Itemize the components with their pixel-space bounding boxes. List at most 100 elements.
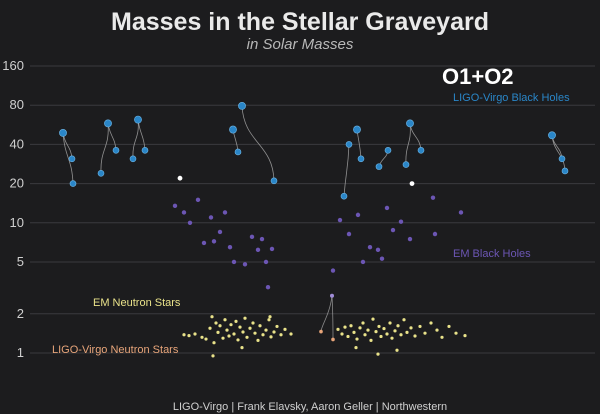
em-neutron-star-point	[211, 354, 215, 358]
em-black-hole-point	[384, 205, 390, 211]
merger-line	[132, 119, 139, 159]
em-neutron-star-point	[349, 324, 353, 328]
em-neutron-star-point	[447, 324, 451, 329]
em-black-hole-point	[242, 262, 248, 267]
em-black-hole-point	[355, 212, 361, 218]
em-neutron-star-point	[245, 335, 249, 339]
ligo-black-hole-point	[112, 147, 120, 154]
em-neutron-star-point	[354, 346, 358, 350]
em-neutron-star-point	[229, 323, 233, 327]
em-black-hole-point	[407, 236, 413, 242]
em-neutron-star-point	[388, 321, 392, 325]
em-neutron-star-point	[395, 348, 399, 352]
ligo-black-hole-point	[270, 177, 278, 185]
em-black-hole-point	[398, 219, 404, 224]
ligo-black-hole-point	[68, 155, 76, 163]
em-black-hole-point	[458, 210, 464, 215]
legend-ligo-neutron-stars: LIGO-Virgo Neutron Stars	[52, 344, 179, 356]
em-black-hole-point	[432, 231, 438, 237]
legend-em-black-holes: EM Black Holes	[453, 248, 531, 260]
em-neutron-star-point	[240, 346, 244, 350]
em-neutron-star-point	[268, 315, 272, 319]
ligo-black-hole-point	[129, 155, 137, 163]
em-neutron-star-point	[369, 338, 373, 342]
em-black-hole-point	[390, 227, 396, 233]
em-black-hole-point	[269, 246, 275, 252]
em-neutron-star-point	[402, 318, 406, 322]
ligo-black-hole-point	[417, 147, 425, 154]
em-neutron-star-point	[346, 334, 350, 339]
em-neutron-star-point	[221, 336, 225, 340]
em-black-hole-point	[211, 239, 217, 244]
em-neutron-star-point	[223, 318, 227, 322]
em-neutron-star-point	[371, 317, 375, 321]
em-black-hole-point	[379, 256, 385, 261]
em-neutron-star-point	[440, 335, 444, 339]
em-black-hole-point	[259, 236, 265, 242]
em-neutron-star-point	[396, 324, 400, 328]
credit-line: LIGO-Virgo | Frank Elavsky, Aaron Geller…	[173, 401, 447, 413]
em-black-hole-point	[249, 234, 255, 240]
em-black-hole-point	[181, 210, 187, 215]
em-black-hole-point	[263, 259, 269, 265]
em-neutron-star-point	[225, 328, 229, 332]
em-black-hole-point	[195, 197, 201, 203]
merger-line	[405, 123, 411, 165]
y-tick-label: 1	[17, 345, 24, 360]
y-tick-label: 80	[10, 97, 24, 112]
merger-line	[409, 123, 422, 151]
em-black-hole-point	[217, 229, 223, 235]
merger-line	[241, 105, 275, 181]
ligo-black-hole-point	[69, 180, 77, 187]
em-black-hole-point	[346, 231, 352, 237]
em-black-hole-point	[337, 217, 343, 223]
ns-merger-remnant-point	[330, 293, 334, 298]
em-black-hole-point	[255, 247, 261, 253]
em-neutron-star-point	[227, 334, 231, 338]
merger-line	[137, 119, 146, 151]
em-neutron-star-point	[366, 328, 370, 332]
em-black-hole-point	[265, 285, 271, 290]
em-neutron-star-point	[200, 335, 204, 339]
em-neutron-star-point	[358, 326, 362, 330]
em-neutron-star-point	[289, 332, 293, 336]
em-neutron-star-point	[390, 336, 394, 340]
em-neutron-star-point	[435, 328, 439, 332]
ligo-black-hole-point	[229, 125, 237, 134]
y-tick-label: 10	[10, 215, 24, 230]
merger-line	[551, 135, 566, 171]
y-tick-label: 20	[10, 176, 24, 191]
em-neutron-star-point	[238, 325, 242, 329]
em-neutron-star-point	[182, 333, 186, 337]
em-neutron-star-point	[463, 334, 467, 338]
em-neutron-star-point	[413, 334, 417, 338]
em-neutron-star-point	[352, 330, 356, 334]
em-neutron-star-point	[279, 333, 283, 337]
ligo-black-hole-point	[353, 125, 361, 134]
data-points	[59, 102, 569, 358]
em-neutron-star-point	[193, 332, 197, 336]
merger-line	[107, 123, 117, 151]
ns-merger-line	[331, 295, 334, 340]
y-tick-label: 2	[17, 306, 24, 321]
ligo-black-hole-point	[238, 102, 246, 110]
ligo-black-hole-point	[97, 169, 105, 177]
em-neutron-star-point	[218, 324, 222, 328]
white-remnant-point	[409, 181, 415, 186]
em-neutron-star-point	[379, 334, 383, 339]
merger-line	[343, 144, 350, 197]
ligo-black-hole-point	[384, 147, 392, 154]
chart-title: Masses in the Stellar Graveyard	[111, 8, 489, 36]
em-neutron-star-point	[405, 330, 409, 334]
white-remnant-point	[177, 175, 183, 181]
em-black-hole-point	[201, 240, 207, 246]
merger-line	[100, 123, 109, 174]
run-label: O1+O2	[442, 64, 514, 89]
em-black-hole-point	[330, 268, 336, 273]
em-neutron-star-point	[343, 325, 347, 329]
em-black-hole-point	[367, 244, 373, 250]
em-black-hole-point	[222, 210, 228, 215]
em-neutron-star-point	[361, 321, 365, 325]
